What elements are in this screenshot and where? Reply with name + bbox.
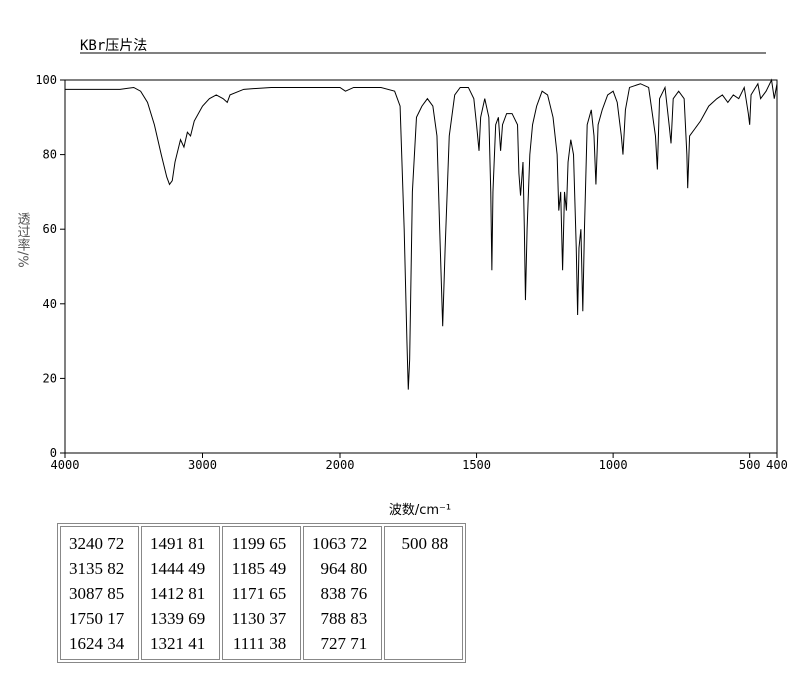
wavenumber: 1171 xyxy=(231,584,265,603)
table-row: 1750 17 xyxy=(65,606,138,631)
table-column: 1199 65 1185 49 1171 65 1130 37 1111 38 xyxy=(222,526,301,660)
y-tick-label: 0 xyxy=(50,446,57,460)
wavenumber: 1199 xyxy=(231,534,265,553)
table-row: 838 76 xyxy=(308,581,381,606)
x-tick-label: 500 xyxy=(739,458,761,472)
transmittance: 69 xyxy=(188,609,206,628)
wavenumber: 1624 xyxy=(69,634,103,653)
table-row: 964 80 xyxy=(308,556,381,581)
wavenumber: 3240 xyxy=(69,534,103,553)
x-axis-label: 波数/cm⁻¹ xyxy=(389,503,451,518)
plot-frame xyxy=(64,79,778,454)
table-row: 1491 81 xyxy=(146,531,219,556)
transmittance: 38 xyxy=(269,634,287,653)
transmittance: 72 xyxy=(107,534,125,553)
chart-title: KBr压片法 xyxy=(80,38,147,54)
wavenumber: 1339 xyxy=(150,609,184,628)
table-row: 1063 72 xyxy=(308,531,381,556)
wavenumber: 1491 xyxy=(150,534,184,553)
table-row: 1444 49 xyxy=(146,556,219,581)
x-tick-label: 2000 xyxy=(326,458,355,472)
y-tick-label: 20 xyxy=(43,371,57,385)
transmittance: 88 xyxy=(431,534,449,553)
table-row: 1185 49 xyxy=(227,556,300,581)
table-row: 1171 65 xyxy=(227,581,300,606)
transmittance: 65 xyxy=(269,534,287,553)
x-tick-label: 1000 xyxy=(599,458,628,472)
wavenumber: 1111 xyxy=(232,634,265,653)
table-column: 500 88 xyxy=(384,526,463,660)
wavenumber: 1063 xyxy=(312,534,346,553)
y-tick-label: 60 xyxy=(43,222,57,236)
table-row: 1339 69 xyxy=(146,606,219,631)
transmittance: 81 xyxy=(188,584,206,603)
transmittance: 71 xyxy=(350,634,368,653)
transmittance: 65 xyxy=(269,584,287,603)
transmittance: 49 xyxy=(269,559,287,578)
wavenumber: 788 xyxy=(320,609,347,628)
transmittance: 37 xyxy=(269,609,287,628)
transmittance: 81 xyxy=(188,534,206,553)
table-row: 788 83 xyxy=(308,606,381,631)
transmittance: 72 xyxy=(350,534,368,553)
transmittance: 34 xyxy=(107,634,125,653)
transmittance: 85 xyxy=(107,584,125,603)
peak-table: 3240 72 3135 82 3087 85 1750 17 1624 34 1491 … xyxy=(57,523,466,663)
table-row: 1412 81 xyxy=(146,581,219,606)
wavenumber: 1185 xyxy=(231,559,265,578)
wavenumber: 1130 xyxy=(231,609,265,628)
y-tick-label: 80 xyxy=(43,148,57,162)
table-row: 1321 41 xyxy=(146,631,219,656)
wavenumber: 1412 xyxy=(150,584,184,603)
x-tick-label: 3000 xyxy=(188,458,217,472)
wavenumber: 500 xyxy=(401,534,428,553)
table-row: 1130 37 xyxy=(227,606,300,631)
transmittance: 41 xyxy=(188,634,206,653)
wavenumber: 1750 xyxy=(69,609,103,628)
wavenumber: 1321 xyxy=(150,634,184,653)
table-row: 500 88 xyxy=(389,531,462,556)
wavenumber: 1444 xyxy=(150,559,184,578)
transmittance: 76 xyxy=(350,584,368,603)
table-row: 1111 38 xyxy=(227,631,300,656)
table-row: 3087 85 xyxy=(65,581,138,606)
table-row: 3240 72 xyxy=(65,531,138,556)
transmittance: 17 xyxy=(107,609,125,628)
transmittance: 83 xyxy=(350,609,368,628)
x-tick-label: 1500 xyxy=(462,458,491,472)
transmittance: 82 xyxy=(107,559,125,578)
y-tick-label: 40 xyxy=(43,297,57,311)
chart: KBr压片法 波数/cm⁻¹ 透过率/% 0 20 40 60 80 100 4000 300… xyxy=(15,38,788,518)
table-row: 3135 82 xyxy=(65,556,138,581)
y-tick-label: 100 xyxy=(35,73,57,87)
table-row: 1624 34 xyxy=(65,631,138,656)
wavenumber: 3087 xyxy=(69,584,103,603)
wavenumber: 727 xyxy=(320,634,347,653)
y-axis-label: 透过率/% xyxy=(15,212,31,268)
table-column: 1063 72 964 80 838 76 788 83 727 71 xyxy=(303,526,382,660)
spectrum-line xyxy=(65,78,778,390)
table-row: 727 71 xyxy=(308,631,381,656)
table-column: 1491 81 1444 49 1412 81 1339 69 1321 41 xyxy=(141,526,220,660)
transmittance: 49 xyxy=(188,559,206,578)
table-row: 1199 65 xyxy=(227,531,300,556)
wavenumber: 964 xyxy=(320,559,347,578)
x-tick-label: 4000 xyxy=(51,458,80,472)
x-tick-label: 400 xyxy=(766,458,788,472)
wavenumber: 838 xyxy=(320,584,347,603)
table-column: 3240 72 3135 82 3087 85 1750 17 1624 34 xyxy=(60,526,139,660)
wavenumber: 3135 xyxy=(69,559,103,578)
transmittance: 80 xyxy=(350,559,368,578)
